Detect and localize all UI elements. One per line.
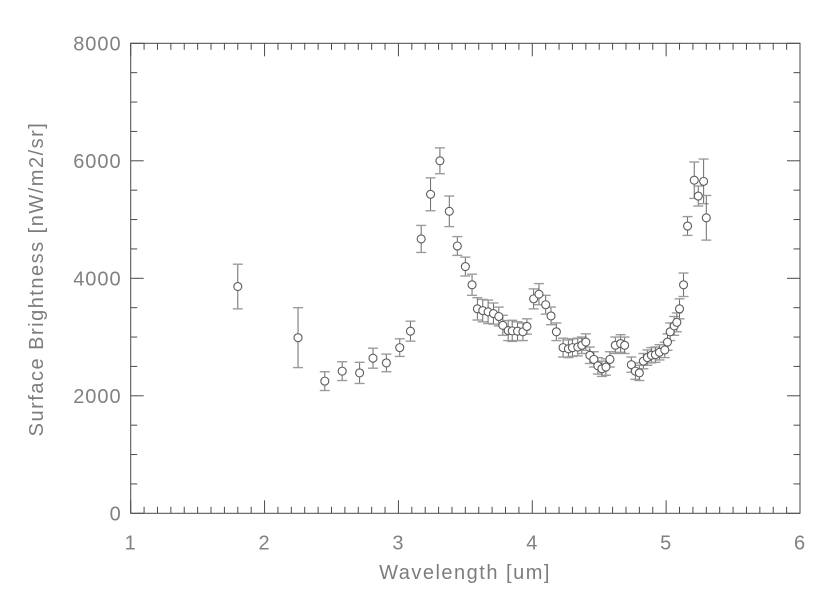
data-point bbox=[320, 376, 330, 386]
data-point bbox=[425, 189, 436, 199]
data-point bbox=[541, 300, 551, 310]
x-tick-label: 4 bbox=[526, 532, 538, 554]
data-point bbox=[683, 221, 693, 231]
x-axis-ticks bbox=[130, 43, 801, 514]
data-point bbox=[551, 327, 561, 337]
data-point bbox=[498, 320, 508, 330]
data-point bbox=[435, 156, 445, 166]
data-point bbox=[416, 234, 426, 244]
y-axis-title: Surface Brightness [nW/m2/sr] bbox=[26, 121, 48, 437]
y-tick-label: 6000 bbox=[73, 151, 122, 173]
data-point bbox=[534, 289, 544, 299]
y-tick-label: 2000 bbox=[73, 386, 122, 408]
x-tick-label: 2 bbox=[258, 532, 270, 554]
data-point bbox=[522, 321, 532, 332]
data-point bbox=[662, 337, 673, 347]
x-tick-label: 1 bbox=[125, 532, 137, 554]
error-bars bbox=[232, 147, 712, 392]
data-point bbox=[674, 304, 685, 314]
data-point bbox=[589, 354, 599, 364]
x-tick-label: 5 bbox=[660, 532, 672, 554]
data-point bbox=[460, 261, 470, 272]
x-axis-title: Wavelength [um] bbox=[379, 562, 551, 584]
y-tick-label: 8000 bbox=[73, 33, 122, 55]
data-point bbox=[405, 326, 416, 336]
x-tick-labels: 1 2 3 4 5 6 bbox=[125, 532, 806, 554]
data-point bbox=[368, 353, 378, 363]
data-point bbox=[444, 206, 454, 216]
data-point bbox=[494, 311, 504, 322]
y-tick-label: 4000 bbox=[73, 268, 122, 290]
data-point bbox=[634, 368, 644, 378]
data-point bbox=[672, 317, 682, 327]
plot-frame bbox=[130, 42, 801, 514]
data-point bbox=[689, 175, 699, 185]
x-tick-label: 3 bbox=[392, 532, 404, 554]
x-tick-label: 6 bbox=[794, 532, 806, 554]
data-point bbox=[581, 337, 591, 347]
data-point bbox=[699, 176, 709, 186]
data-point bbox=[381, 358, 391, 368]
data-point bbox=[395, 343, 405, 353]
data-point bbox=[293, 333, 303, 343]
y-tick-label: 0 bbox=[110, 503, 122, 525]
data-point bbox=[337, 366, 347, 376]
data-point bbox=[605, 354, 615, 364]
data-point bbox=[693, 191, 703, 201]
data-point bbox=[678, 280, 689, 290]
data-point bbox=[355, 368, 365, 378]
y-tick-labels: 0 2000 4000 6000 8000 bbox=[73, 33, 122, 525]
data-point bbox=[233, 281, 243, 292]
data-point bbox=[601, 362, 611, 372]
data-point bbox=[701, 213, 711, 223]
data-point bbox=[626, 360, 636, 370]
data-point bbox=[546, 311, 556, 321]
data-point bbox=[660, 345, 670, 355]
data-point bbox=[620, 340, 630, 350]
y-axis-ticks bbox=[130, 42, 800, 514]
data-points bbox=[233, 156, 711, 386]
data-point bbox=[452, 241, 462, 251]
data-point bbox=[467, 280, 477, 290]
